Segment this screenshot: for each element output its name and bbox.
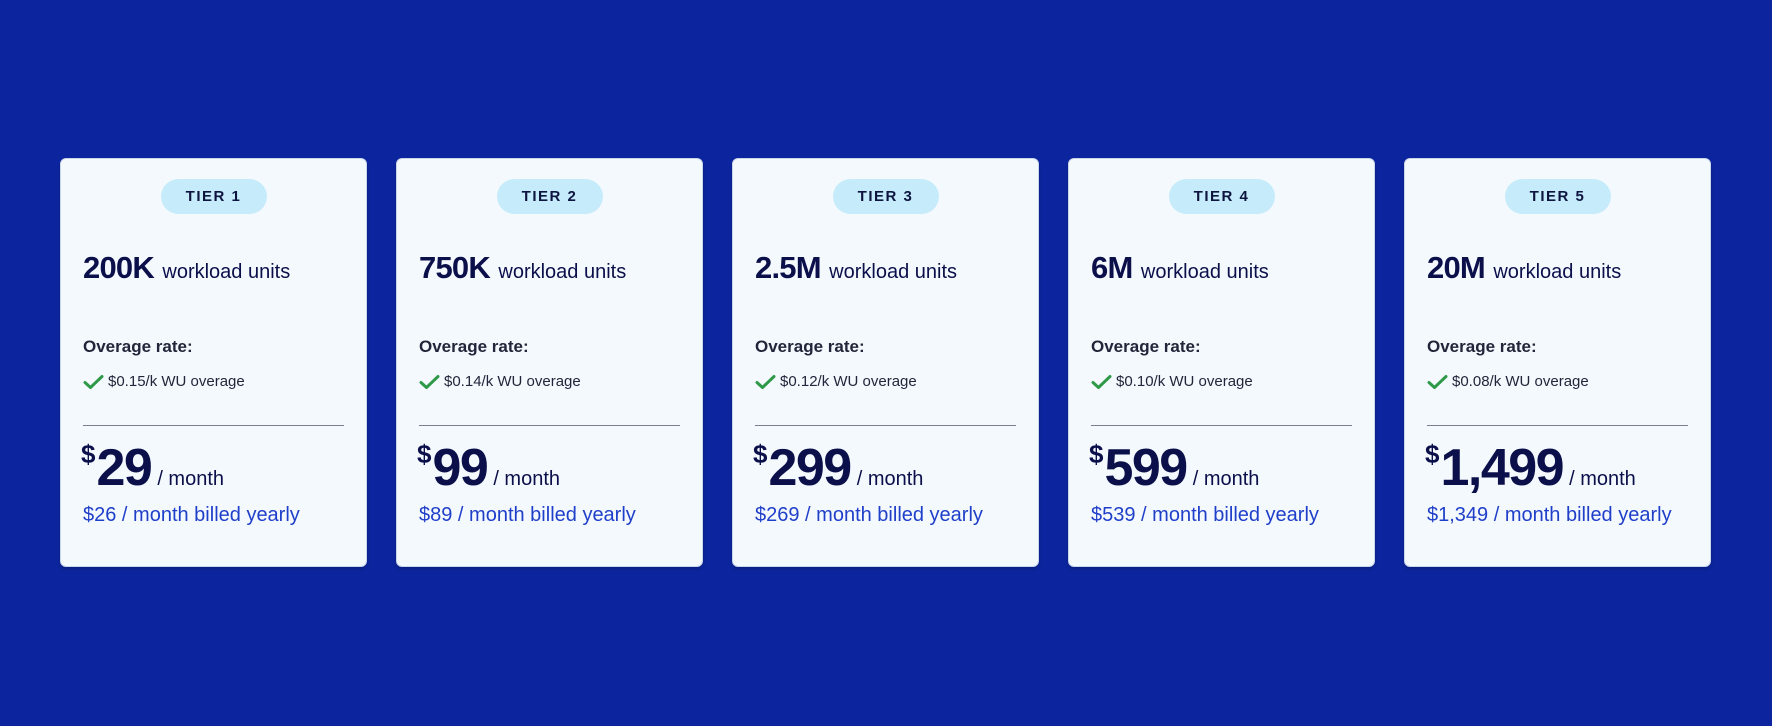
- units-label: workload units: [1140, 261, 1269, 283]
- price-period: / month: [1569, 468, 1636, 490]
- overage-rate-text: $0.15/k WU overage: [108, 373, 245, 390]
- divider: [1427, 425, 1688, 426]
- monthly-price: $99/ month: [417, 438, 560, 498]
- tier-card: TIER 1 200K workload units Overage rate:…: [60, 158, 367, 567]
- units-label: workload units: [162, 261, 291, 283]
- overage-rate: $0.08/k WU overage: [1427, 373, 1589, 390]
- tier-card: TIER 2 750K workload units Overage rate:…: [396, 158, 703, 567]
- currency-symbol: $: [81, 439, 96, 469]
- overage-rate: $0.10/k WU overage: [1091, 373, 1253, 390]
- units-value: 750K: [419, 250, 491, 285]
- yearly-price: $26 / month billed yearly: [83, 504, 300, 526]
- checkmark-icon: [419, 374, 440, 389]
- overage-rate-text: $0.08/k WU overage: [1452, 373, 1589, 390]
- tier-badge: TIER 1: [160, 179, 267, 214]
- units-label: workload units: [1493, 261, 1622, 283]
- price-period: / month: [493, 468, 561, 490]
- pricing-tiers: TIER 1 200K workload units Overage rate:…: [60, 158, 1711, 567]
- overage-rate: $0.12/k WU overage: [755, 373, 917, 390]
- overage-label: Overage rate:: [755, 337, 865, 356]
- yearly-price: $539 / month billed yearly: [1091, 504, 1319, 526]
- tier-card: TIER 5 20M workload units Overage rate: …: [1404, 158, 1711, 567]
- price-amount: 599: [1104, 439, 1188, 497]
- checkmark-icon: [755, 374, 776, 389]
- units-label: workload units: [829, 261, 958, 283]
- divider: [1091, 425, 1352, 426]
- units-value: 200K: [83, 250, 155, 285]
- currency-symbol: $: [417, 439, 432, 469]
- checkmark-icon: [1427, 374, 1448, 389]
- checkmark-icon: [1091, 374, 1112, 389]
- tier-card: TIER 3 2.5M workload units Overage rate:…: [732, 158, 1039, 567]
- yearly-price: $269 / month billed yearly: [755, 504, 983, 526]
- units-value: 6M: [1091, 250, 1133, 285]
- workload-units: 750K workload units: [419, 250, 626, 286]
- overage-rate-text: $0.14/k WU overage: [444, 373, 581, 390]
- divider: [83, 425, 344, 426]
- tier-badge: TIER 3: [832, 179, 939, 214]
- workload-units: 20M workload units: [1427, 250, 1621, 286]
- units-value: 20M: [1427, 250, 1486, 285]
- tier-badge: TIER 5: [1504, 179, 1611, 214]
- units-label: workload units: [498, 261, 627, 283]
- overage-label: Overage rate:: [419, 337, 529, 356]
- overage-label: Overage rate:: [1091, 337, 1201, 356]
- currency-symbol: $: [753, 439, 768, 469]
- checkmark-icon: [83, 374, 104, 389]
- overage-rate: $0.14/k WU overage: [419, 373, 581, 390]
- tier-badge: TIER 4: [1168, 179, 1275, 214]
- price-period: / month: [856, 468, 924, 490]
- price-period: / month: [157, 468, 225, 490]
- price-amount: 299: [768, 439, 852, 497]
- currency-symbol: $: [1425, 439, 1440, 469]
- tier-card: TIER 4 6M workload units Overage rate: $…: [1068, 158, 1375, 567]
- monthly-price: $29/ month: [81, 438, 224, 498]
- tier-badge: TIER 2: [496, 179, 603, 214]
- currency-symbol: $: [1089, 439, 1104, 469]
- yearly-price: $1,349 / month billed yearly: [1427, 504, 1672, 526]
- overage-rate-text: $0.10/k WU overage: [1116, 373, 1253, 390]
- workload-units: 200K workload units: [83, 250, 290, 286]
- workload-units: 2.5M workload units: [755, 250, 957, 286]
- overage-label: Overage rate:: [1427, 337, 1537, 356]
- monthly-price: $1,499/ month: [1425, 438, 1636, 498]
- yearly-price: $89 / month billed yearly: [419, 504, 636, 526]
- workload-units: 6M workload units: [1091, 250, 1269, 286]
- overage-label: Overage rate:: [83, 337, 193, 356]
- divider: [419, 425, 680, 426]
- price-amount: 29: [96, 439, 152, 497]
- monthly-price: $599/ month: [1089, 438, 1259, 498]
- overage-rate-text: $0.12/k WU overage: [780, 373, 917, 390]
- price-amount: 99: [432, 439, 488, 497]
- monthly-price: $299/ month: [753, 438, 923, 498]
- price-amount: 1,499: [1440, 439, 1564, 497]
- divider: [755, 425, 1016, 426]
- overage-rate: $0.15/k WU overage: [83, 373, 245, 390]
- units-value: 2.5M: [755, 250, 822, 285]
- price-period: / month: [1192, 468, 1260, 490]
